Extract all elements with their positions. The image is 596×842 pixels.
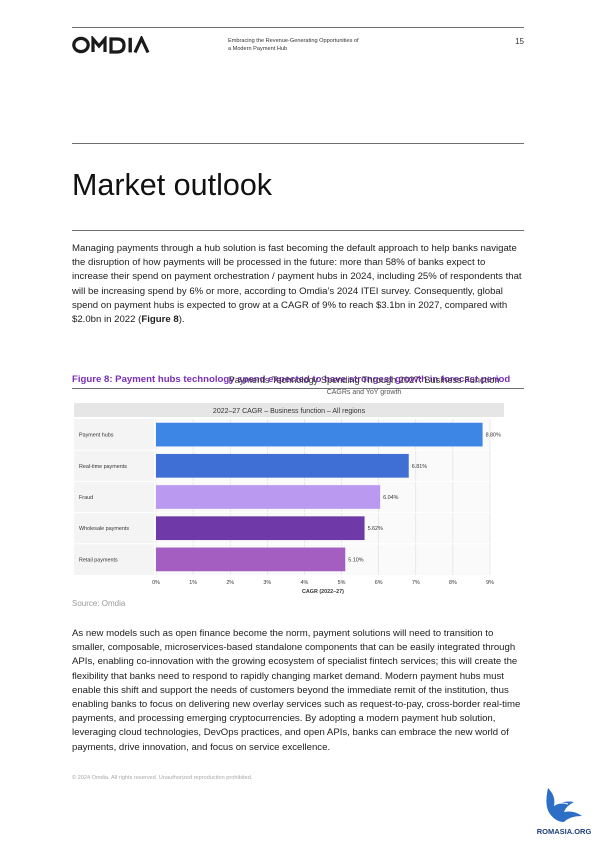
chart-title: Payments Technology Spending Through 202… (229, 375, 500, 385)
chart-category-label: Fraud (79, 495, 93, 501)
chart-category-label: Real-time payments (79, 464, 127, 470)
chart-panel-title: 2022–27 CAGR – Business function – All r… (213, 408, 366, 415)
chart-x-tick-label: 8% (449, 580, 457, 586)
watermark-text: ROMASIA.ORG (537, 827, 592, 836)
figure-reference: Figure 8 (141, 314, 179, 326)
bar-chart: Payments Technology Spending Through 202… (74, 375, 504, 595)
chart-x-tick-label: 3% (263, 580, 271, 586)
page-number: 15 (515, 37, 524, 46)
chart-x-tick-label: 7% (412, 580, 420, 586)
chart-x-tick-label: 4% (301, 580, 309, 586)
chart-category-label: Payment hubs (79, 433, 114, 439)
chart-x-tick-label: 6% (375, 580, 383, 586)
figure-caption: Figure 8: Payment hubs technology spend … (72, 374, 511, 385)
intro-paragraph-tail: ). (178, 314, 185, 326)
section-title-rule (72, 230, 524, 231)
intro-paragraph: Managing payments through a hub solution… (72, 242, 524, 327)
chart-category-label: Retail payments (79, 557, 118, 563)
chart-x-tick-label: 2% (226, 580, 234, 586)
chart-x-tick-label: 9% (486, 580, 494, 586)
document-title: Embracing the Revenue-Generating Opportu… (228, 37, 428, 53)
document-title-line-2: a Modern Payment Hub (228, 46, 288, 52)
chart-x-tick-label: 5% (338, 580, 346, 586)
chart-category-label: Wholesale payments (79, 526, 129, 532)
watermark-logo: ROMASIA.ORG (537, 788, 592, 836)
figure-caption-rule (72, 388, 524, 389)
chart-category-column (74, 419, 154, 575)
section-top-rule (72, 143, 524, 144)
chart-data-label: 8.80% (486, 433, 501, 439)
document-title-line-1: Embracing the Revenue-Generating Opportu… (228, 38, 359, 44)
chart-bar (156, 422, 483, 447)
header-top-rule (72, 27, 524, 28)
intro-paragraph-text: Managing payments through a hub solution… (72, 243, 522, 326)
source-note: Source: Omdia (72, 599, 126, 608)
copyright-footer: © 2024 Omdia. All rights reserved. Unaut… (72, 775, 253, 781)
chart-data-label: 6.81% (412, 464, 427, 470)
chart-x-tick-label: 0% (152, 580, 160, 586)
chart-panel-header (74, 403, 504, 417)
chart-data-label: 5.10% (348, 557, 363, 563)
chart-x-tick-label: 1% (189, 580, 197, 586)
omdia-logo (72, 36, 150, 54)
chart-data-label: 6.04% (383, 495, 398, 501)
chart-subtitle: CAGRs and YoY growth (327, 389, 402, 396)
section-title: Market outlook (72, 168, 273, 202)
body-paragraph: As new models such as open finance becom… (72, 628, 521, 753)
chart-bar (156, 516, 365, 541)
chart-data-label: 5.62% (368, 526, 383, 532)
chart-bar (156, 485, 381, 509)
chart-x-axis-label: CAGR (2022–27) (302, 589, 344, 595)
chart-bar (156, 453, 409, 478)
chart-bar (156, 547, 346, 572)
